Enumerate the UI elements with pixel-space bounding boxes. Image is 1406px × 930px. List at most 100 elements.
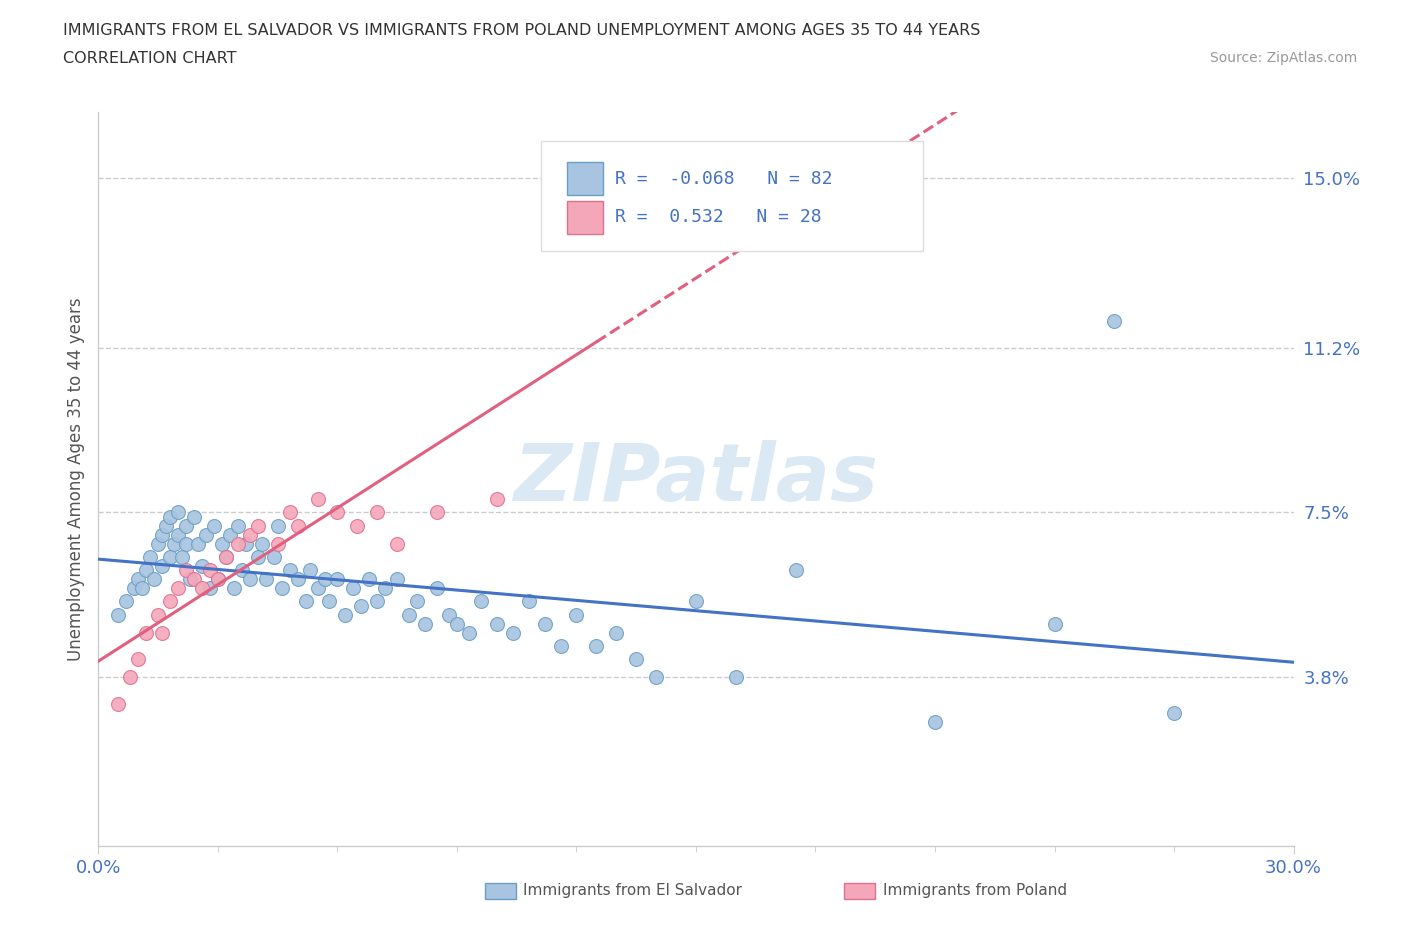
- Point: [685, 594, 707, 609]
- Point: [517, 594, 540, 609]
- Point: [550, 639, 572, 654]
- Point: [326, 505, 349, 520]
- Point: [159, 594, 181, 609]
- Point: [127, 572, 149, 587]
- Point: [246, 518, 269, 533]
- Y-axis label: Unemployment Among Ages 35 to 44 years: Unemployment Among Ages 35 to 44 years: [66, 298, 84, 660]
- Point: [342, 580, 364, 595]
- Point: [278, 563, 301, 578]
- Text: Source: ZipAtlas.com: Source: ZipAtlas.com: [1209, 51, 1357, 65]
- Point: [107, 607, 129, 622]
- Point: [263, 550, 285, 565]
- Point: [426, 580, 449, 595]
- Point: [135, 625, 157, 640]
- Point: [1104, 313, 1126, 328]
- Point: [167, 527, 190, 542]
- Point: [143, 572, 166, 587]
- Point: [605, 625, 627, 640]
- Point: [315, 572, 337, 587]
- Point: [374, 580, 396, 595]
- Text: Immigrants from Poland: Immigrants from Poland: [883, 884, 1067, 898]
- Text: R =  0.532   N = 28: R = 0.532 N = 28: [614, 208, 821, 226]
- Point: [267, 518, 290, 533]
- Point: [191, 580, 214, 595]
- Point: [298, 563, 321, 578]
- Point: [502, 625, 524, 640]
- FancyBboxPatch shape: [567, 163, 603, 195]
- Point: [346, 518, 368, 533]
- Point: [413, 617, 436, 631]
- Point: [148, 536, 170, 551]
- Point: [167, 505, 190, 520]
- Point: [159, 510, 181, 525]
- Point: [406, 594, 429, 609]
- Point: [172, 550, 194, 565]
- Point: [155, 518, 177, 533]
- Point: [239, 572, 262, 587]
- Point: [120, 670, 142, 684]
- Point: [167, 580, 190, 595]
- Point: [127, 652, 149, 667]
- Point: [287, 518, 309, 533]
- Point: [645, 670, 668, 684]
- Point: [1043, 617, 1066, 631]
- Point: [294, 594, 316, 609]
- Point: [385, 536, 409, 551]
- Point: [150, 527, 173, 542]
- Point: [446, 617, 468, 631]
- Point: [724, 670, 747, 684]
- Point: [195, 527, 218, 542]
- Point: [307, 580, 329, 595]
- Point: [350, 598, 373, 613]
- Text: Immigrants from El Salvador: Immigrants from El Salvador: [523, 884, 742, 898]
- Point: [924, 714, 946, 729]
- Point: [239, 527, 262, 542]
- Point: [485, 617, 508, 631]
- Point: [124, 580, 146, 595]
- Point: [159, 550, 181, 565]
- Point: [254, 572, 277, 587]
- Point: [426, 505, 449, 520]
- Text: R =  -0.068   N = 82: R = -0.068 N = 82: [614, 170, 832, 188]
- Point: [131, 580, 153, 595]
- FancyBboxPatch shape: [567, 201, 603, 233]
- Point: [226, 518, 249, 533]
- Point: [267, 536, 290, 551]
- Point: [226, 536, 249, 551]
- Point: [366, 594, 388, 609]
- Point: [148, 607, 170, 622]
- Point: [207, 572, 229, 587]
- Point: [398, 607, 420, 622]
- Point: [135, 563, 157, 578]
- Point: [174, 518, 197, 533]
- Point: [179, 572, 201, 587]
- Text: IMMIGRANTS FROM EL SALVADOR VS IMMIGRANTS FROM POLAND UNEMPLOYMENT AMONG AGES 35: IMMIGRANTS FROM EL SALVADOR VS IMMIGRANT…: [63, 23, 980, 38]
- Point: [307, 492, 329, 507]
- Point: [270, 580, 292, 595]
- Point: [278, 505, 301, 520]
- Point: [183, 572, 205, 587]
- Point: [437, 607, 460, 622]
- Point: [174, 536, 197, 551]
- Point: [211, 536, 233, 551]
- Point: [231, 563, 253, 578]
- Point: [250, 536, 273, 551]
- Point: [215, 550, 238, 565]
- Point: [318, 594, 340, 609]
- Point: [163, 536, 186, 551]
- Point: [458, 625, 481, 640]
- Point: [359, 572, 381, 587]
- Point: [287, 572, 309, 587]
- Point: [215, 550, 238, 565]
- Point: [202, 518, 225, 533]
- Point: [115, 594, 138, 609]
- Point: [626, 652, 648, 667]
- Point: [485, 492, 508, 507]
- Point: [366, 505, 388, 520]
- Text: CORRELATION CHART: CORRELATION CHART: [63, 51, 236, 66]
- Point: [191, 558, 214, 573]
- Point: [187, 536, 209, 551]
- Point: [198, 580, 221, 595]
- Point: [1163, 705, 1185, 720]
- Point: [150, 625, 173, 640]
